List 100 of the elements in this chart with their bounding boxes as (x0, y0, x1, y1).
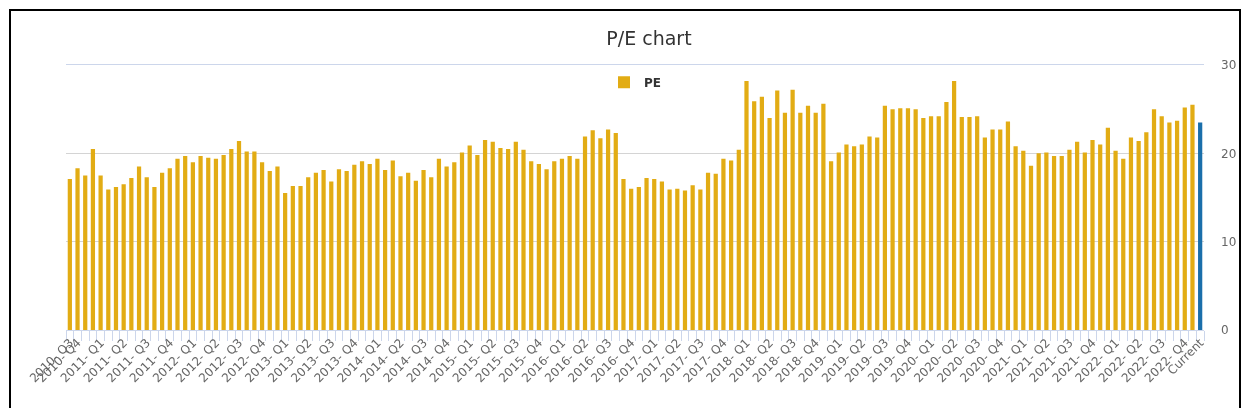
bar (805, 105, 811, 330)
bar (283, 193, 288, 330)
bar (382, 170, 388, 330)
legend-label: PE (644, 75, 661, 90)
bar (144, 177, 149, 330)
bar (1128, 137, 1134, 330)
bar (1051, 155, 1057, 330)
bar (928, 116, 934, 330)
bar (98, 175, 103, 330)
bar (944, 102, 949, 330)
bar (475, 155, 480, 330)
bar (836, 152, 841, 330)
y-tick-label: 10 (1221, 234, 1237, 249)
bar (529, 161, 534, 330)
bar (859, 144, 864, 330)
bar (898, 108, 903, 330)
bar (767, 118, 772, 330)
bar (721, 158, 726, 330)
bar (236, 140, 242, 330)
bar (744, 80, 749, 330)
bar (121, 184, 126, 330)
bar (90, 148, 96, 330)
bar (844, 144, 849, 330)
bar (129, 178, 134, 330)
bar (644, 178, 649, 330)
bar (682, 190, 688, 330)
bar (852, 146, 857, 330)
bar (1021, 150, 1026, 330)
bar (705, 172, 711, 330)
bar (429, 177, 434, 330)
bar (306, 177, 311, 330)
bar (821, 103, 826, 330)
bar (621, 178, 626, 330)
bar (259, 162, 265, 330)
bar (113, 186, 119, 330)
bar (513, 141, 518, 330)
bar (421, 170, 426, 330)
bar (221, 155, 226, 330)
bar (490, 141, 495, 330)
bar (160, 172, 165, 330)
bar (336, 169, 342, 330)
bar (936, 116, 941, 330)
bar (244, 151, 249, 330)
bar (329, 181, 334, 330)
bar (1028, 165, 1034, 330)
bar (1121, 158, 1126, 330)
y-tick-label: 30 (1221, 58, 1237, 73)
bar (544, 169, 549, 330)
bar (390, 160, 395, 330)
bar (536, 163, 541, 330)
bar (921, 118, 926, 330)
bar (1082, 152, 1087, 330)
bar (652, 178, 657, 330)
bar (452, 162, 457, 330)
y-tick-label: 0 (1221, 323, 1229, 338)
bar (1182, 107, 1187, 330)
bar (882, 105, 888, 330)
bar (467, 145, 472, 330)
bar (444, 166, 449, 330)
bar (506, 148, 511, 330)
bar (990, 129, 995, 330)
bar (1174, 120, 1180, 330)
bar (67, 178, 72, 330)
bar (321, 170, 326, 330)
bar (690, 185, 695, 330)
bar (775, 90, 780, 330)
bar (482, 140, 488, 330)
bar (729, 160, 734, 330)
bar (982, 137, 987, 330)
bar (790, 89, 795, 330)
bar (406, 172, 411, 330)
bar (1167, 122, 1172, 330)
bar (867, 136, 872, 330)
bar (567, 155, 572, 330)
bar (752, 101, 757, 330)
bar (629, 188, 634, 330)
bar (798, 112, 803, 330)
bar (675, 188, 680, 330)
bar (759, 96, 764, 330)
bar (736, 149, 741, 330)
bar (1113, 150, 1118, 330)
bar (713, 173, 718, 330)
bar (605, 129, 611, 330)
bar (1159, 116, 1164, 330)
bar (290, 186, 295, 330)
bar (152, 186, 157, 330)
bar (498, 148, 503, 330)
bar (575, 158, 580, 330)
bar (598, 138, 603, 330)
bar (436, 158, 442, 330)
bar (375, 158, 380, 330)
bar (198, 155, 203, 330)
bar (1105, 127, 1110, 330)
bar (459, 152, 465, 330)
bar (913, 109, 918, 330)
bar (298, 186, 303, 330)
bar (1059, 155, 1064, 330)
bar (1075, 141, 1080, 330)
bar (106, 189, 111, 330)
bar (1190, 104, 1195, 330)
